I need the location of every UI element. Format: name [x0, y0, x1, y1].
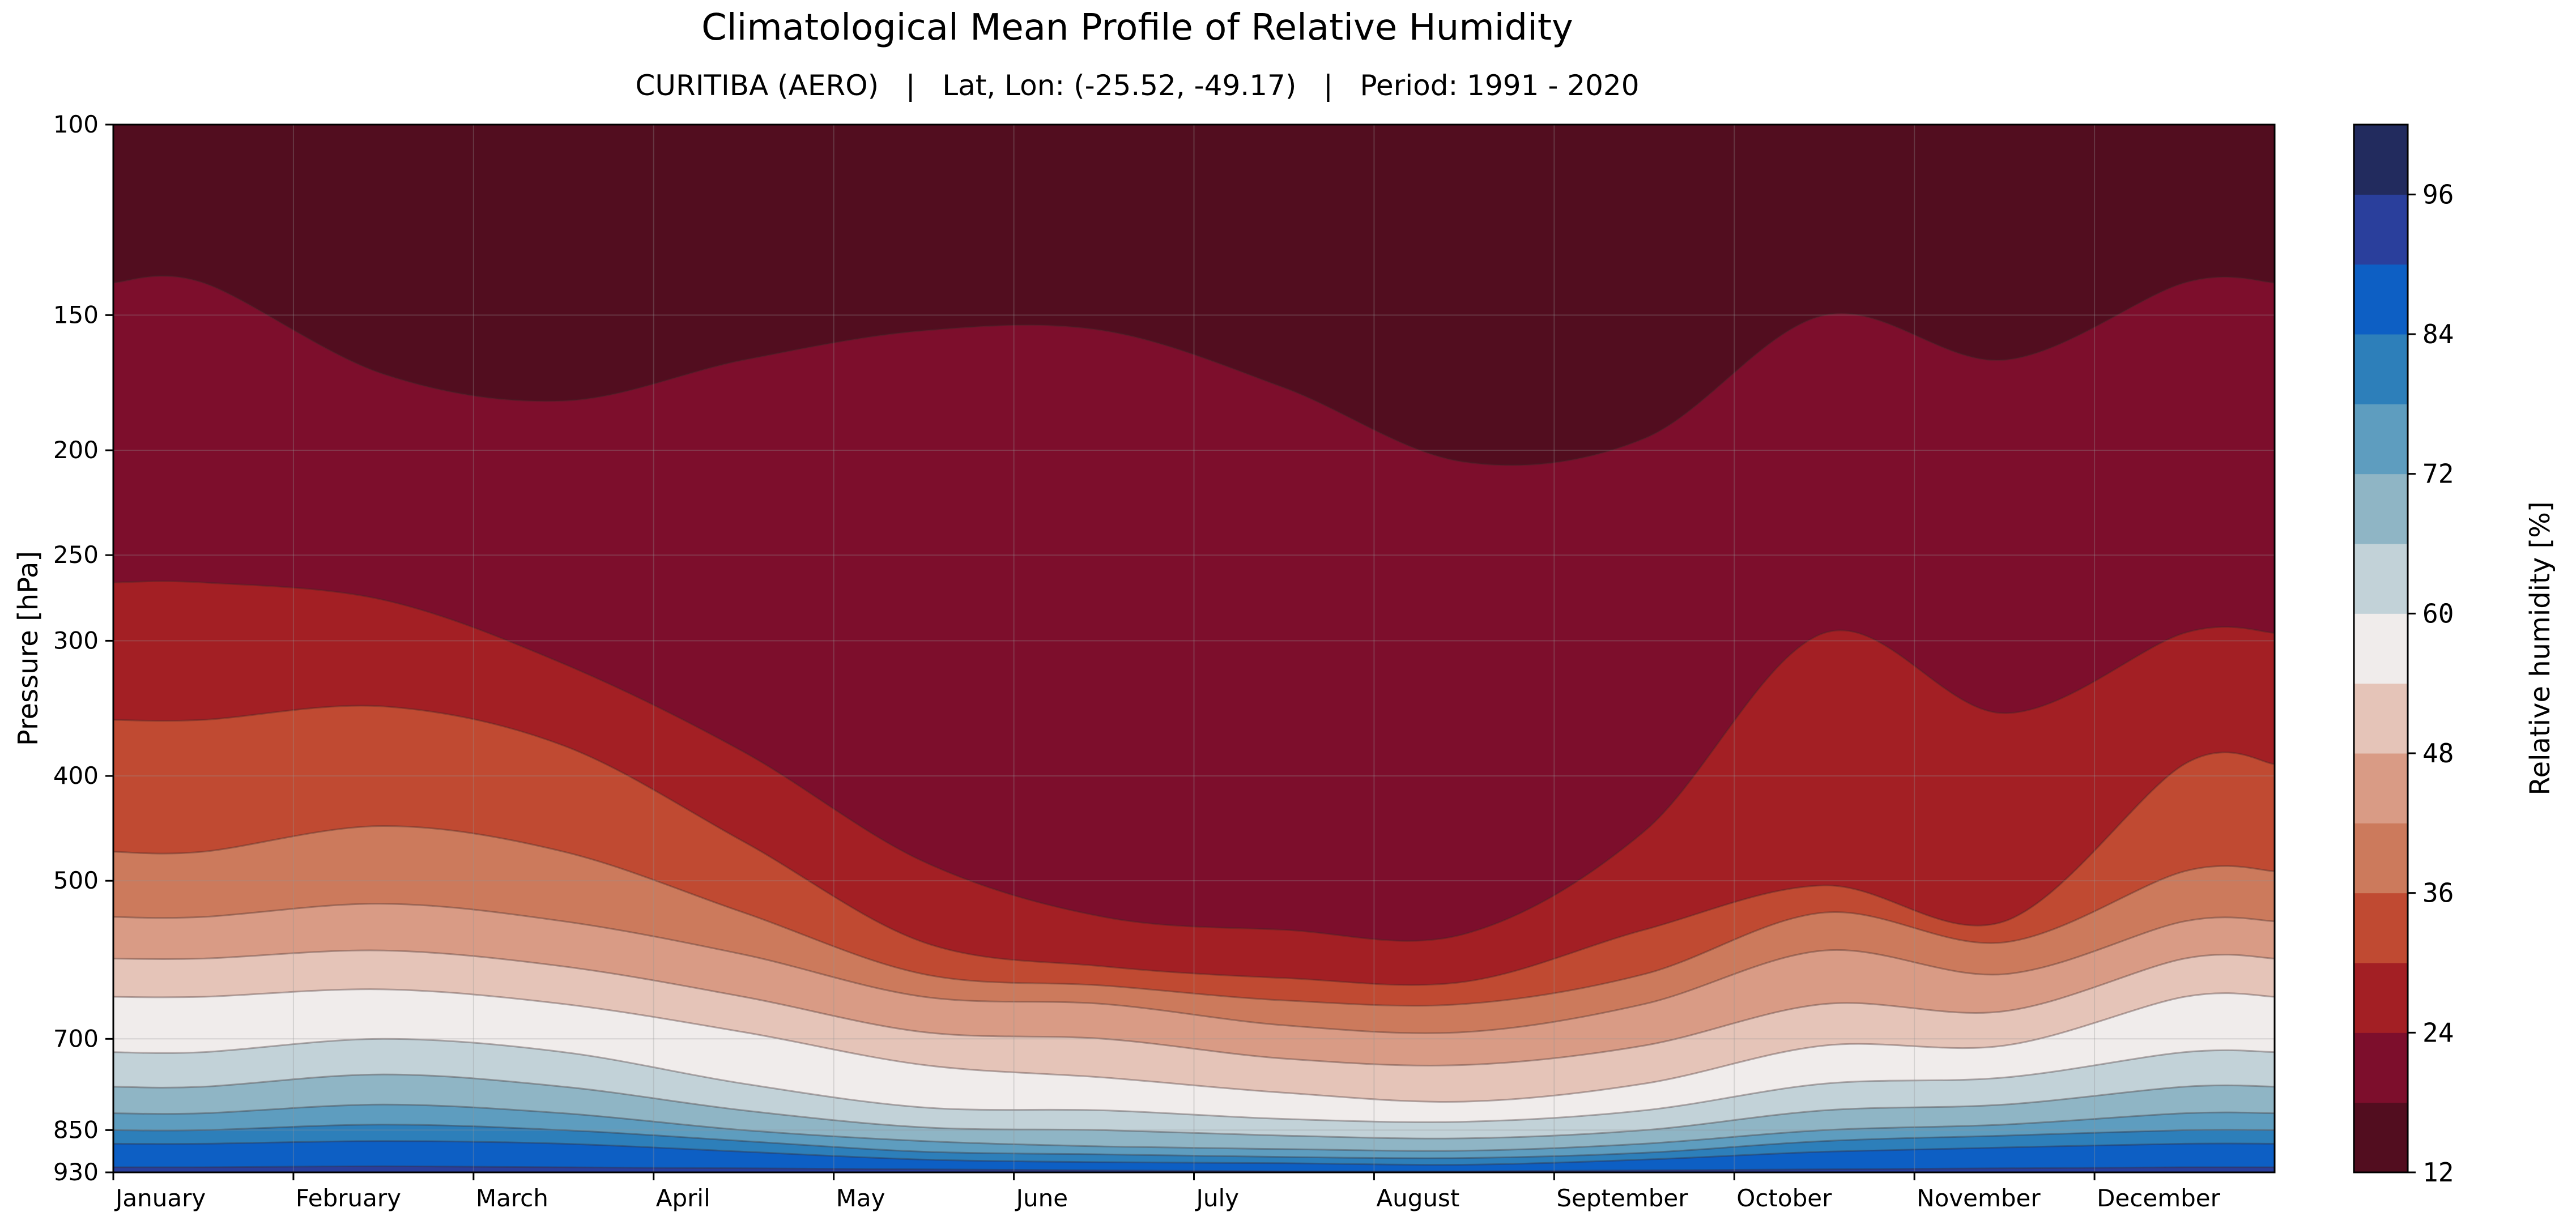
band-rh-90-96 [113, 1165, 2275, 1172]
colorbar-swatch [2354, 194, 2408, 265]
colorbar-tick-label: 60 [2422, 598, 2454, 629]
colorbar-swatch [2354, 473, 2408, 544]
x-tick-label: September [1556, 1184, 1688, 1212]
y-tick-label: 250 [53, 541, 99, 569]
colorbar-swatch [2354, 1102, 2408, 1173]
colorbar-swatch [2354, 334, 2408, 404]
x-tick-label: January [114, 1184, 206, 1212]
y-tick-label: 930 [53, 1158, 99, 1186]
x-tick-label: May [836, 1184, 885, 1212]
colorbar-swatch [2354, 125, 2408, 195]
y-tick-label: 400 [53, 762, 99, 790]
colorbar-tick-label: 36 [2422, 878, 2454, 908]
colorbar: 12 24 36 48 60 72 84 96 [2353, 123, 2454, 1188]
colorbar-tick-label: 84 [2422, 319, 2454, 349]
contour-fill-layer [113, 125, 2275, 1172]
colorbar-tick-label: 24 [2422, 1017, 2454, 1048]
colorbar-swatch [2354, 264, 2408, 335]
grid-layer [113, 125, 2275, 1172]
colorbar-swatch [2354, 404, 2408, 475]
band-rh-84-90 [113, 1140, 2275, 1172]
y-axis-label: Pressure [hPa] [12, 551, 44, 746]
colorbar-swatch [2354, 683, 2408, 754]
y-tick-label: 200 [53, 436, 99, 464]
colorbar-swatch [2354, 613, 2408, 684]
y-axis: 100 150 200 250 300 400 500 700 850 930 [53, 110, 113, 1186]
x-tick-label: February [296, 1184, 401, 1212]
colorbar-swatch [2354, 823, 2408, 894]
x-axis: January February March April May June July Augu… [112, 1172, 2221, 1212]
y-tick-label: 100 [53, 110, 99, 138]
colorbar-swatch [2354, 893, 2408, 963]
colorbar-swatch [2354, 1032, 2408, 1103]
chart-subtitle: CURITIBA (AERO) | Lat, Lon: (-25.52, -49… [635, 69, 1640, 102]
chart-title: Climatological Mean Profile of Relative … [701, 7, 1573, 49]
x-tick-label: October [1736, 1184, 1832, 1212]
y-tick-label: 300 [53, 626, 99, 654]
y-tick-label: 700 [53, 1025, 99, 1052]
colorbar-tick-label: 12 [2422, 1157, 2454, 1188]
colorbar-swatch [2354, 544, 2408, 614]
colorbar-swatch [2354, 963, 2408, 1033]
x-tick-label: March [476, 1184, 548, 1212]
colorbar-frame [2353, 123, 2409, 1173]
x-tick-label: July [1195, 1184, 1240, 1212]
y-tick-label: 150 [53, 301, 99, 328]
colorbar-swatch [2354, 753, 2408, 823]
x-tick-label: April [656, 1184, 710, 1212]
colorbar-label: Relative humidity [%] [2524, 501, 2556, 795]
colorbar-tick-label: 72 [2422, 459, 2454, 489]
y-tick-label: 850 [53, 1116, 99, 1143]
x-tick-label: June [1015, 1184, 1068, 1212]
x-tick-label: December [2097, 1184, 2221, 1212]
colorbar-tick-label: 48 [2422, 738, 2454, 769]
x-tick-label: November [1917, 1184, 2041, 1212]
y-tick-label: 500 [53, 867, 99, 894]
x-tick-label: August [1376, 1184, 1459, 1212]
colorbar-tick-label: 96 [2422, 179, 2454, 210]
